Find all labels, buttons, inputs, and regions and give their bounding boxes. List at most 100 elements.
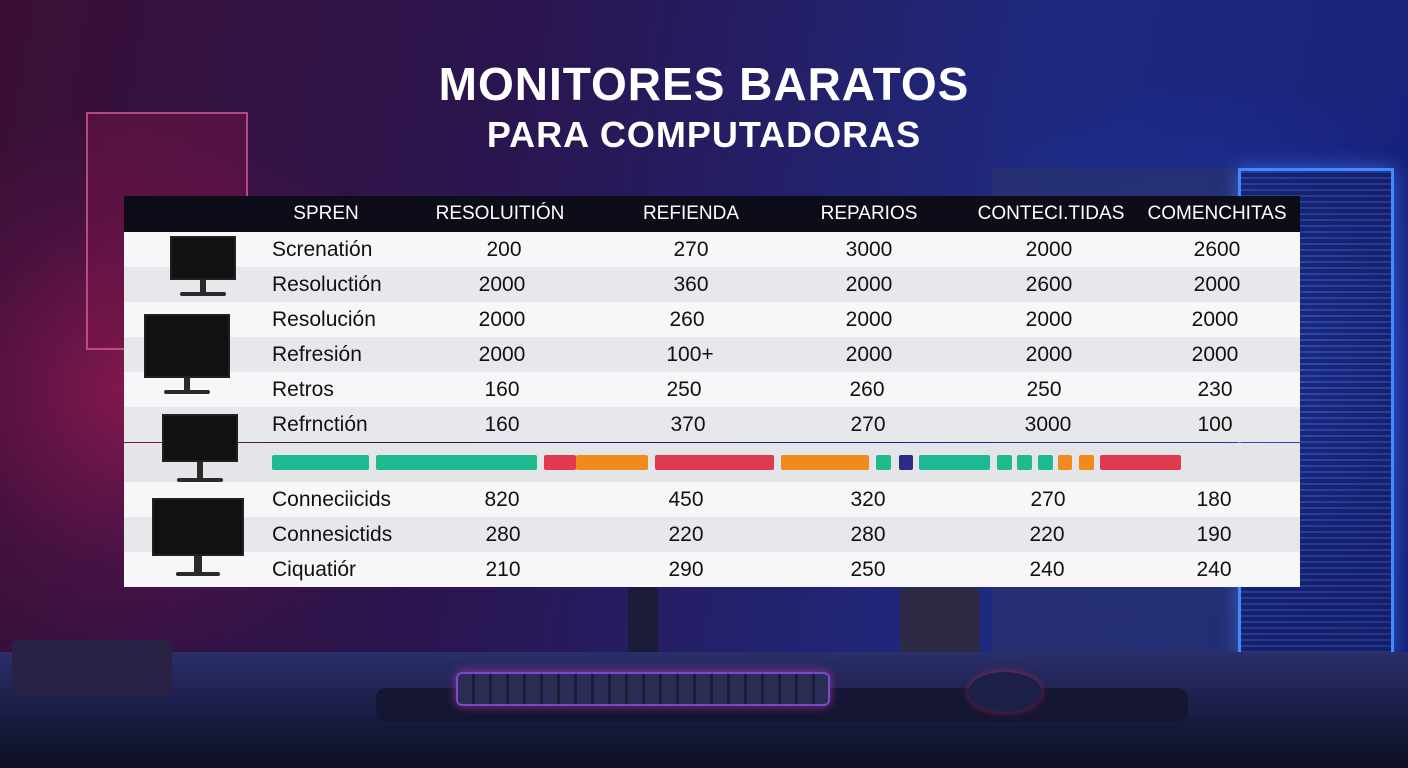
table-header: SPREN RESOLUITIÓN REFIENDA REPARIOS CONT… <box>124 196 1300 232</box>
table-row: Retros 160 250 260 250 230 <box>124 372 1300 407</box>
monitor-foot <box>177 478 223 482</box>
table-row: Ciquatiór 210 290 250 240 240 <box>124 552 1300 587</box>
table-cell: 320 <box>850 488 886 511</box>
header-contectidas: CONTECI.TIDAS <box>977 203 1125 224</box>
table-row: Resoluctión 2000 360 2000 2600 2000 <box>124 267 1300 302</box>
table-cell: 160 <box>484 378 520 401</box>
table-row: Refrnctión 160 370 270 3000 100 <box>124 407 1300 442</box>
color-bar-row <box>124 443 1300 482</box>
row-label: Refresión <box>272 343 362 366</box>
table-cell: 3000 <box>845 238 893 261</box>
bar-segment <box>1079 455 1094 470</box>
title-line-2: PARA COMPUTADORAS <box>486 114 922 155</box>
monitor-neck <box>197 462 203 478</box>
table-cell: 250 <box>1026 378 1062 401</box>
table-cell: 160 <box>484 413 520 436</box>
table-cell: 2000 <box>845 343 893 366</box>
bar-segment <box>655 455 774 470</box>
table-cell: 2000 <box>1191 343 1239 366</box>
table-cell: 290 <box>668 558 704 581</box>
table-cell: 270 <box>1030 488 1066 511</box>
bar-segment <box>919 455 990 470</box>
bar-segment <box>1017 455 1032 470</box>
monitor-neck <box>194 556 202 572</box>
table-cell: 220 <box>1029 523 1065 546</box>
table-row: Connesictids 280 220 280 220 190 <box>124 517 1300 552</box>
monitor-foot <box>176 572 220 576</box>
table-cell: 2000 <box>1025 308 1073 331</box>
table-cell: 250 <box>850 558 886 581</box>
mini-pc <box>12 640 172 696</box>
table-cell: 240 <box>1196 558 1232 581</box>
row-label: Conneciicids <box>272 488 392 511</box>
table-cell: 2000 <box>845 308 893 331</box>
table-cell: 270 <box>850 413 886 436</box>
row-label: Ciquatiór <box>272 558 357 581</box>
monitor-neck <box>200 280 206 292</box>
table-cell: 2000 <box>845 273 893 296</box>
header-refienda: REFIENDA <box>642 203 740 224</box>
table-cell: 200 <box>486 238 522 261</box>
row-label: Resoluctión <box>272 273 382 296</box>
table-cell: 2000 <box>1191 308 1239 331</box>
monitor-neck <box>184 378 190 390</box>
table-cell: 2000 <box>1025 343 1073 366</box>
table-cell: 2000 <box>1025 238 1073 261</box>
table-cell: 2600 <box>1193 238 1241 261</box>
table-cell: 3000 <box>1024 413 1072 436</box>
monitor-screen <box>170 236 236 280</box>
table-cell: 100+ <box>666 343 714 366</box>
speaker <box>900 586 980 664</box>
bar-segment <box>376 455 537 470</box>
table-cell: 360 <box>673 273 709 296</box>
bar-segment <box>876 455 891 470</box>
keyboard <box>456 672 830 706</box>
monitor-thumbnail <box>170 236 236 298</box>
header-reparios: REPARIOS <box>820 203 918 224</box>
table-cell: 280 <box>485 523 521 546</box>
bar-segment <box>272 455 369 470</box>
header-resolution: RESOLUITIÓN <box>435 203 565 224</box>
bar-segment <box>781 455 869 470</box>
table-cell: 180 <box>1196 488 1232 511</box>
monitor-thumbnail <box>144 314 230 398</box>
table-row: Conneciicids 820 450 320 270 180 <box>124 482 1300 517</box>
page-title: MONITORES BARATOS PARA COMPUTADORAS <box>0 56 1408 158</box>
table-cell: 820 <box>484 488 520 511</box>
table-cell: 260 <box>669 308 705 331</box>
monitor-thumbnail <box>162 414 238 486</box>
monitor-screen <box>162 414 238 462</box>
table-row: Screnatión 200 270 3000 2000 2600 <box>124 232 1300 267</box>
table-cell: 2000 <box>478 308 526 331</box>
bar-segment <box>544 455 576 470</box>
table-cell: 230 <box>1197 378 1233 401</box>
monitor-screen <box>144 314 230 378</box>
row-label: Refrnctión <box>272 413 368 436</box>
table-cell: 190 <box>1196 523 1232 546</box>
bar-segment <box>997 455 1012 470</box>
table-cell: 250 <box>666 378 702 401</box>
bar-segment <box>576 455 648 470</box>
table-cell: 2600 <box>1025 273 1073 296</box>
table-cell: 370 <box>670 413 706 436</box>
mouse <box>968 672 1042 712</box>
table-cell: 2000 <box>1193 273 1241 296</box>
table-cell: 270 <box>673 238 709 261</box>
row-label: Retros <box>272 378 334 401</box>
table-cell: 210 <box>485 558 521 581</box>
monitor-foot <box>180 292 226 296</box>
table-row: Resolución 2000 260 2000 2000 2000 <box>124 302 1300 337</box>
table-cell: 100 <box>1197 413 1233 436</box>
bar-segment <box>899 455 913 470</box>
title-line-1: MONITORES BARATOS <box>438 58 970 110</box>
table-cell: 280 <box>850 523 886 546</box>
monitor-thumbnail <box>152 498 244 580</box>
table-cell: 2000 <box>478 343 526 366</box>
row-label: Resolución <box>272 308 376 331</box>
table-cell: 2000 <box>478 273 526 296</box>
bar-segment <box>1038 455 1053 470</box>
table-cell: 450 <box>668 488 704 511</box>
bar-segment <box>1058 455 1072 470</box>
row-label: Screnatión <box>272 238 373 261</box>
table-row: Refresión 2000 100+ 2000 2000 2000 <box>124 337 1300 372</box>
